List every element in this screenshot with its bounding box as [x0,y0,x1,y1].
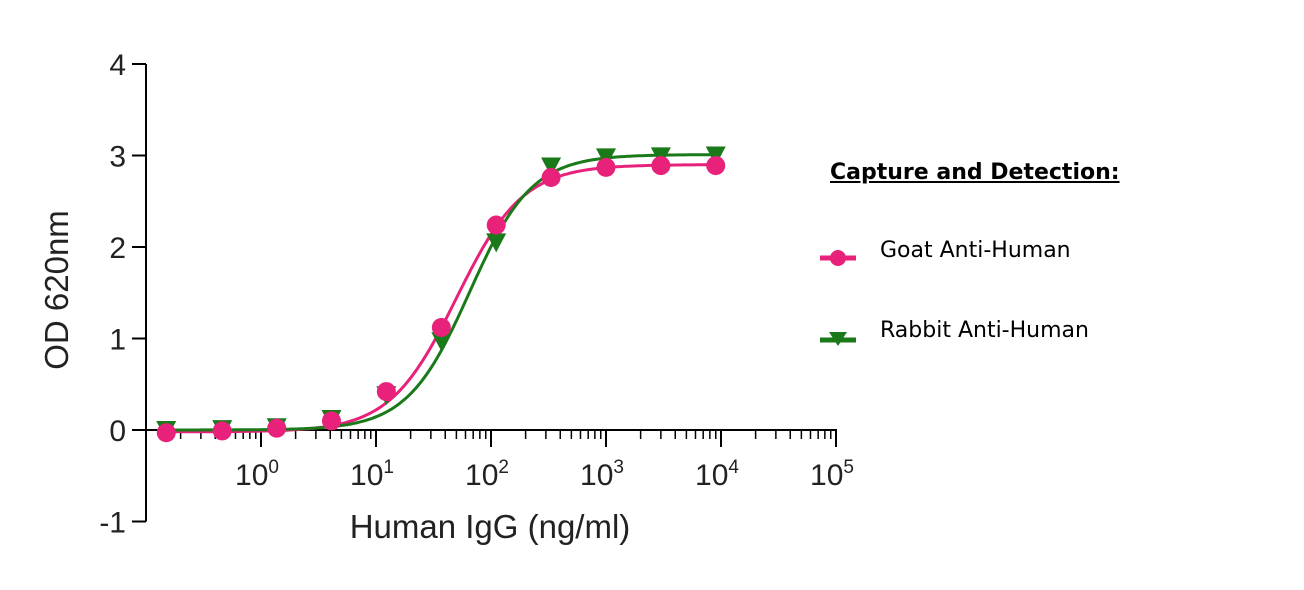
data-point-rabbit [431,332,452,352]
data-point-goat [156,423,176,443]
data-point-goat [376,382,396,402]
y-tick-label: 0 [109,415,126,448]
y-tick-label: 1 [109,324,126,357]
legend-marker-rabbit [820,332,856,346]
x-tick-label: 101 [350,457,394,492]
y-tick-label: 3 [109,141,126,174]
data-point-goat [267,418,287,438]
fit-curve-rabbit [166,153,716,432]
data-point-goat [486,215,506,235]
data-point-rabbit [486,233,507,253]
x-tick-label: 102 [465,457,509,492]
legend-marker-goat [820,250,856,266]
legend-item-goat: Goat Anti-Human [820,238,1220,272]
y-tick-label: 4 [109,49,126,82]
legend-item-rabbit: Rabbit Anti-Human [820,318,1220,352]
legend-label-rabbit: Rabbit Anti-Human [880,318,1089,343]
x-axis-title: Human IgG (ng/ml) [350,508,631,545]
x-tick-label: 103 [580,457,624,492]
data-point-goat [431,318,451,338]
legend-title: Capture and Detection: [830,160,1120,185]
data-point-rabbit [705,146,726,166]
data-point-goat [706,156,726,176]
x-tick-label: 100 [235,457,279,492]
x-tick-label: 104 [695,457,739,492]
data-point-rabbit [541,157,562,177]
y-tick-label: 2 [109,232,126,265]
fit-curve-goat [166,163,716,434]
y-axis-title: OD 620nm [38,210,75,370]
x-tick-label: 105 [810,457,854,492]
data-point-goat [596,157,616,177]
data-point-goat [212,421,232,441]
data-point-goat [651,156,671,176]
data-point-rabbit [596,148,616,168]
data-point-goat [541,167,561,187]
legend-label-goat: Goat Anti-Human [880,238,1071,263]
y-tick-label: -1 [99,507,126,540]
data-point-goat [321,411,341,431]
